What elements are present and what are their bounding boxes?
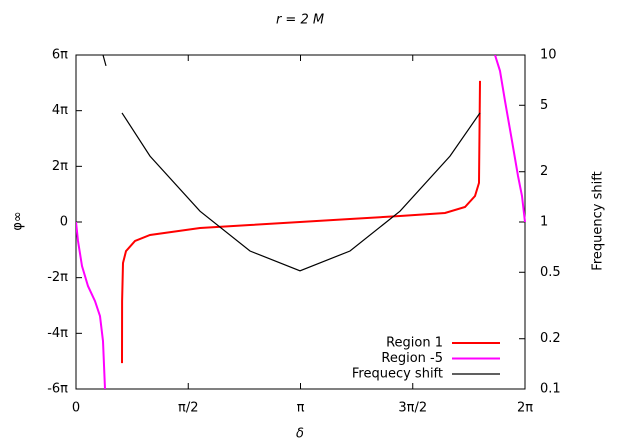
y2-axis-label: Frequency shift xyxy=(591,171,606,270)
chart-title: r = 2 M xyxy=(276,13,324,28)
x-tick-label: π/2 xyxy=(178,401,198,416)
x-tick-label: π xyxy=(297,401,305,416)
x-tick-label: 2π xyxy=(517,401,533,416)
y-tick-label: 6π xyxy=(52,48,68,63)
y2-tick-label: 5 xyxy=(540,98,548,113)
legend-label: Region 1 xyxy=(386,336,443,351)
series-line xyxy=(102,55,481,272)
x-axis-label: δ xyxy=(296,427,304,442)
y-tick-label: 4π xyxy=(52,103,68,118)
series-line xyxy=(121,80,481,364)
y-tick-label: -6π xyxy=(47,382,68,397)
y-axis-label: φ∞ xyxy=(11,211,26,230)
x-tick-label: 3π/2 xyxy=(398,401,427,416)
y2-tick-label: 0.5 xyxy=(540,265,561,280)
y2-tick-label: 0.1 xyxy=(540,382,561,397)
y2-tick-label: 2 xyxy=(540,164,548,179)
y-tick-label: 0 xyxy=(60,215,68,230)
legend-label: Region -5 xyxy=(381,351,443,366)
x-tick-label: 0 xyxy=(72,401,80,416)
y-tick-label: -4π xyxy=(47,326,68,341)
y-tick-label: -2π xyxy=(47,270,68,285)
y2-tick-label: 0.2 xyxy=(540,331,561,346)
series-line xyxy=(76,55,526,389)
legend-label: Frequecy shift xyxy=(352,367,443,382)
y2-tick-label: 1 xyxy=(540,215,548,230)
y-tick-label: 2π xyxy=(52,159,68,174)
y2-tick-label: 10 xyxy=(540,48,557,63)
